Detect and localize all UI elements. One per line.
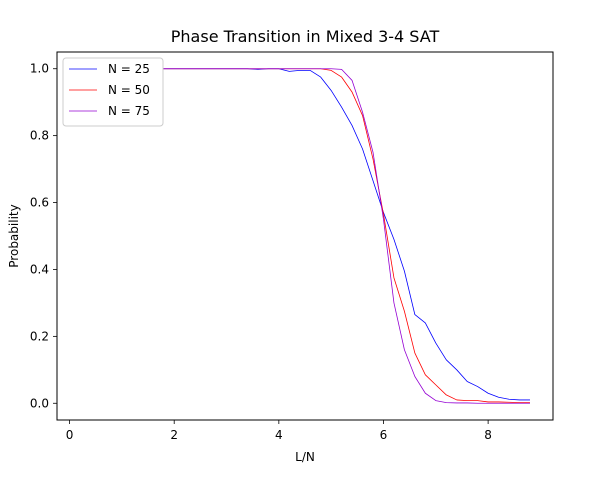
x-tick-label: 0 [66, 428, 74, 442]
x-tick-label: 2 [170, 428, 178, 442]
y-tick-label: 0.8 [30, 129, 49, 143]
y-tick-label: 1.0 [30, 62, 49, 76]
legend-label-3: N = 75 [108, 104, 150, 118]
legend-label-1: N = 25 [108, 62, 150, 76]
x-tick-label: 6 [380, 428, 388, 442]
x-tick-label: 4 [275, 428, 283, 442]
chart-title: Phase Transition in Mixed 3-4 SAT [171, 27, 440, 46]
y-tick-label: 0.2 [30, 329, 49, 343]
y-tick-label: 0.0 [30, 396, 49, 410]
y-axis-label: Probability [7, 204, 21, 267]
x-tick-label: 8 [484, 428, 492, 442]
legend-items: N = 25 N = 50 N = 75 [69, 62, 150, 118]
legend: N = 25 N = 50 N = 75 [62, 57, 164, 127]
y-tick-label: 0.6 [30, 196, 49, 210]
y-tick-label: 0.4 [30, 262, 49, 276]
legend-box [62, 57, 164, 127]
plot-frame [56, 51, 554, 421]
x-axis: 0 2 4 6 8 [66, 420, 492, 442]
y-axis: 0.0 0.2 0.4 0.6 0.8 1.0 [30, 62, 57, 410]
legend-label-2: N = 50 [108, 83, 150, 97]
x-axis-label: L/N [295, 450, 315, 464]
